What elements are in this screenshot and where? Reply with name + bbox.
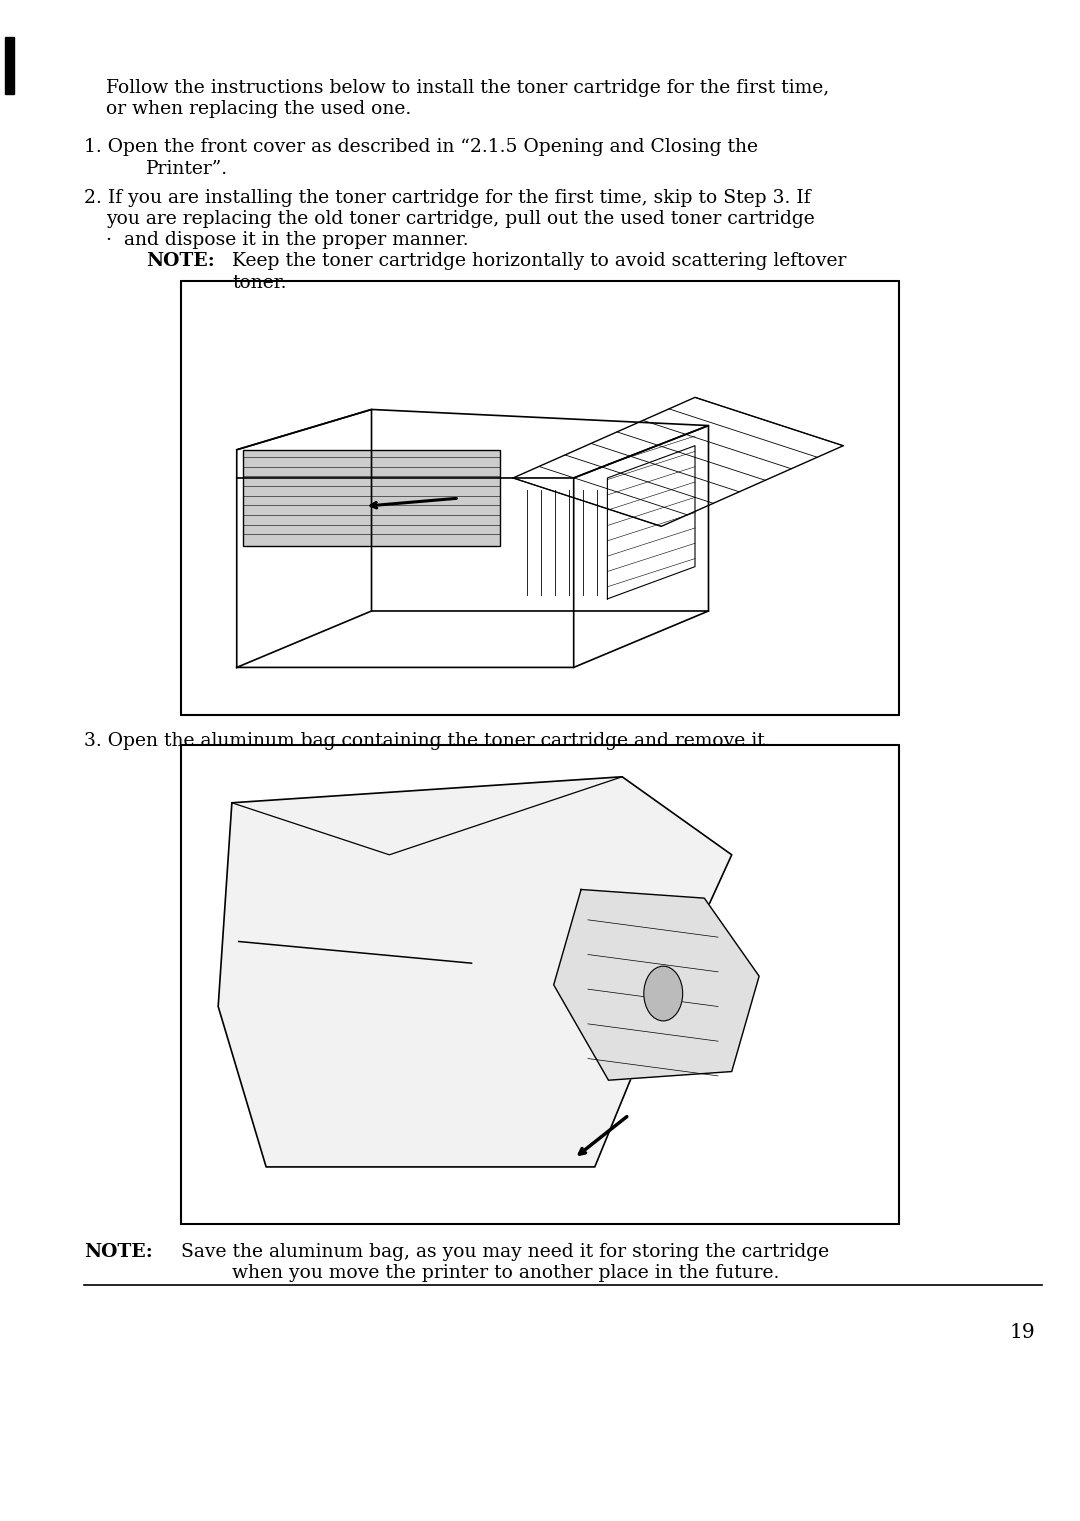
Text: NOTE:: NOTE: [146, 252, 215, 271]
Circle shape [644, 966, 683, 1021]
Text: Save the aluminum bag, as you may need it for storing the cartridge: Save the aluminum bag, as you may need i… [181, 1243, 829, 1261]
Text: 19: 19 [1010, 1323, 1036, 1342]
Text: or when replacing the used one.: or when replacing the used one. [106, 100, 411, 119]
Text: 2. If you are installing the toner cartridge for the first time, skip to Step 3.: 2. If you are installing the toner cartr… [84, 189, 811, 207]
Text: you are replacing the old toner cartridge, pull out the used toner cartridge: you are replacing the old toner cartridg… [106, 210, 814, 228]
Text: ·  and dispose it in the proper manner.: · and dispose it in the proper manner. [106, 231, 469, 249]
Polygon shape [218, 777, 732, 1167]
Polygon shape [554, 890, 759, 1080]
Polygon shape [243, 450, 500, 546]
Text: 1. Open the front cover as described in “2.1.5 Opening and Closing the: 1. Open the front cover as described in … [84, 138, 758, 157]
Text: when you move the printer to another place in the future.: when you move the printer to another pla… [232, 1264, 780, 1282]
Text: Keep the toner cartridge horizontally to avoid scattering leftover: Keep the toner cartridge horizontally to… [232, 252, 847, 271]
Bar [181, 281, 899, 715]
Bar [181, 745, 899, 1224]
Text: Printer”.: Printer”. [146, 160, 228, 178]
Text: NOTE:: NOTE: [84, 1243, 153, 1261]
Text: Follow the instructions below to install the toner cartridge for the first time,: Follow the instructions below to install… [106, 79, 829, 97]
Bar [5, 37, 14, 94]
Text: 3. Open the aluminum bag containing the toner cartridge and remove it.: 3. Open the aluminum bag containing the … [84, 732, 771, 750]
Text: toner.: toner. [232, 274, 286, 292]
